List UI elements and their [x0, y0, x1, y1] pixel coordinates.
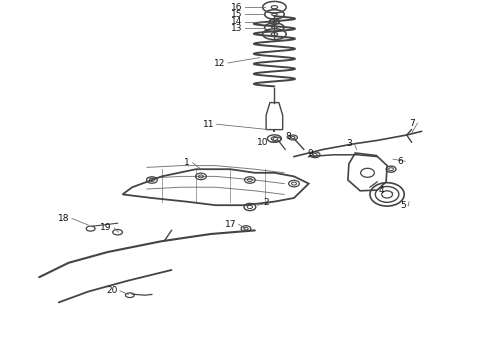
Text: 11: 11 [203, 120, 214, 129]
Text: 19: 19 [100, 223, 112, 233]
Text: 3: 3 [346, 139, 352, 148]
Text: 14: 14 [231, 17, 243, 26]
Text: 2: 2 [263, 198, 269, 207]
Text: 7: 7 [409, 119, 415, 128]
Text: 9: 9 [308, 149, 314, 158]
Text: 20: 20 [106, 287, 118, 295]
Text: 6: 6 [397, 157, 403, 166]
Text: 12: 12 [214, 58, 225, 68]
Text: 13: 13 [231, 23, 243, 32]
Text: 4: 4 [379, 186, 384, 194]
Text: 10: 10 [257, 138, 268, 147]
Text: 1: 1 [184, 158, 190, 167]
Text: 18: 18 [58, 214, 70, 223]
Text: 8: 8 [286, 132, 292, 140]
Text: 17: 17 [225, 220, 236, 229]
Text: 5: 5 [400, 201, 406, 210]
Text: 16: 16 [231, 3, 243, 12]
Text: 15: 15 [231, 10, 243, 19]
